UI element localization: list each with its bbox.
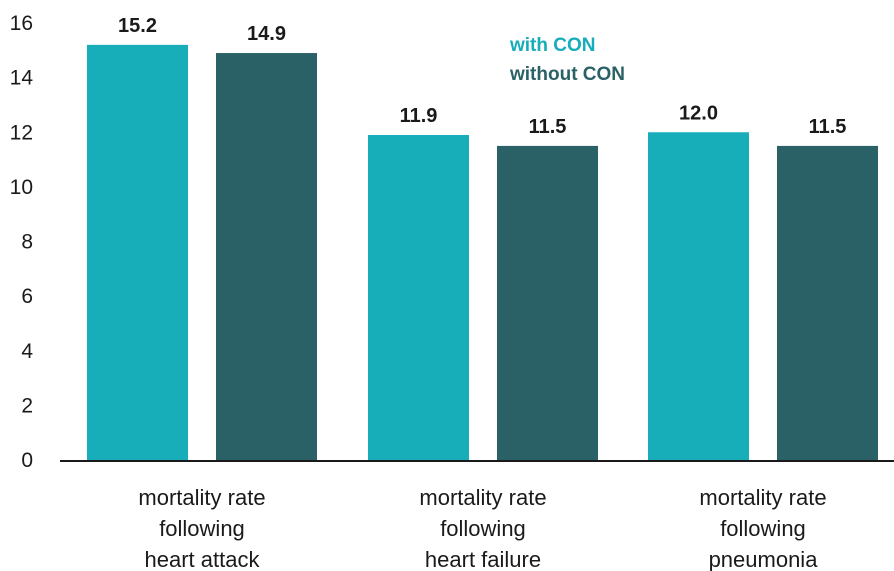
data-label: 11.9	[400, 105, 438, 127]
x-tick-label: mortality rate	[419, 485, 546, 510]
y-tick-label: 12	[10, 121, 33, 144]
x-tick-label: mortality rate	[699, 485, 826, 510]
x-tick-label: following	[720, 516, 806, 541]
x-tick-label: pneumonia	[709, 547, 819, 571]
y-tick-label: 6	[21, 285, 33, 308]
bar	[777, 145, 878, 460]
data-label: 15.2	[118, 15, 157, 37]
y-tick-label: 0	[21, 449, 33, 472]
bar	[497, 145, 598, 460]
data-label: 14.9	[247, 23, 286, 45]
category-labels: mortality rate following heart attack morta…	[138, 485, 826, 571]
legend: with CON without CON	[509, 35, 625, 85]
data-label: 11.5	[809, 116, 847, 138]
y-tick-label: 2	[21, 394, 33, 417]
data-label: 11.5	[529, 116, 567, 138]
bar	[648, 132, 749, 460]
bar	[87, 44, 188, 460]
x-tick-label: following	[159, 516, 245, 541]
y-tick-label: 8	[21, 231, 33, 254]
data-label: 12.0	[679, 102, 718, 124]
value-labels: 15.2 14.9 11.9 11.5 12.0 11.5	[118, 15, 846, 138]
y-tick-label: 4	[21, 340, 33, 363]
legend-entry: without CON	[509, 64, 625, 85]
x-tick-label: following	[440, 516, 526, 541]
bar	[368, 134, 469, 460]
x-tick-label: heart attack	[145, 547, 261, 571]
y-tick-label: 10	[10, 176, 33, 199]
y-tick-label: 16	[10, 12, 33, 35]
x-tick-label: heart failure	[425, 547, 541, 571]
x-tick-label: mortality rate	[138, 485, 265, 510]
legend-entry: with CON	[509, 35, 596, 56]
bars	[87, 44, 878, 460]
bar	[216, 53, 317, 460]
y-tick-label: 14	[10, 67, 34, 90]
y-axis-ticks: 0 2 4 6 8 10 12 14 16	[10, 12, 34, 472]
